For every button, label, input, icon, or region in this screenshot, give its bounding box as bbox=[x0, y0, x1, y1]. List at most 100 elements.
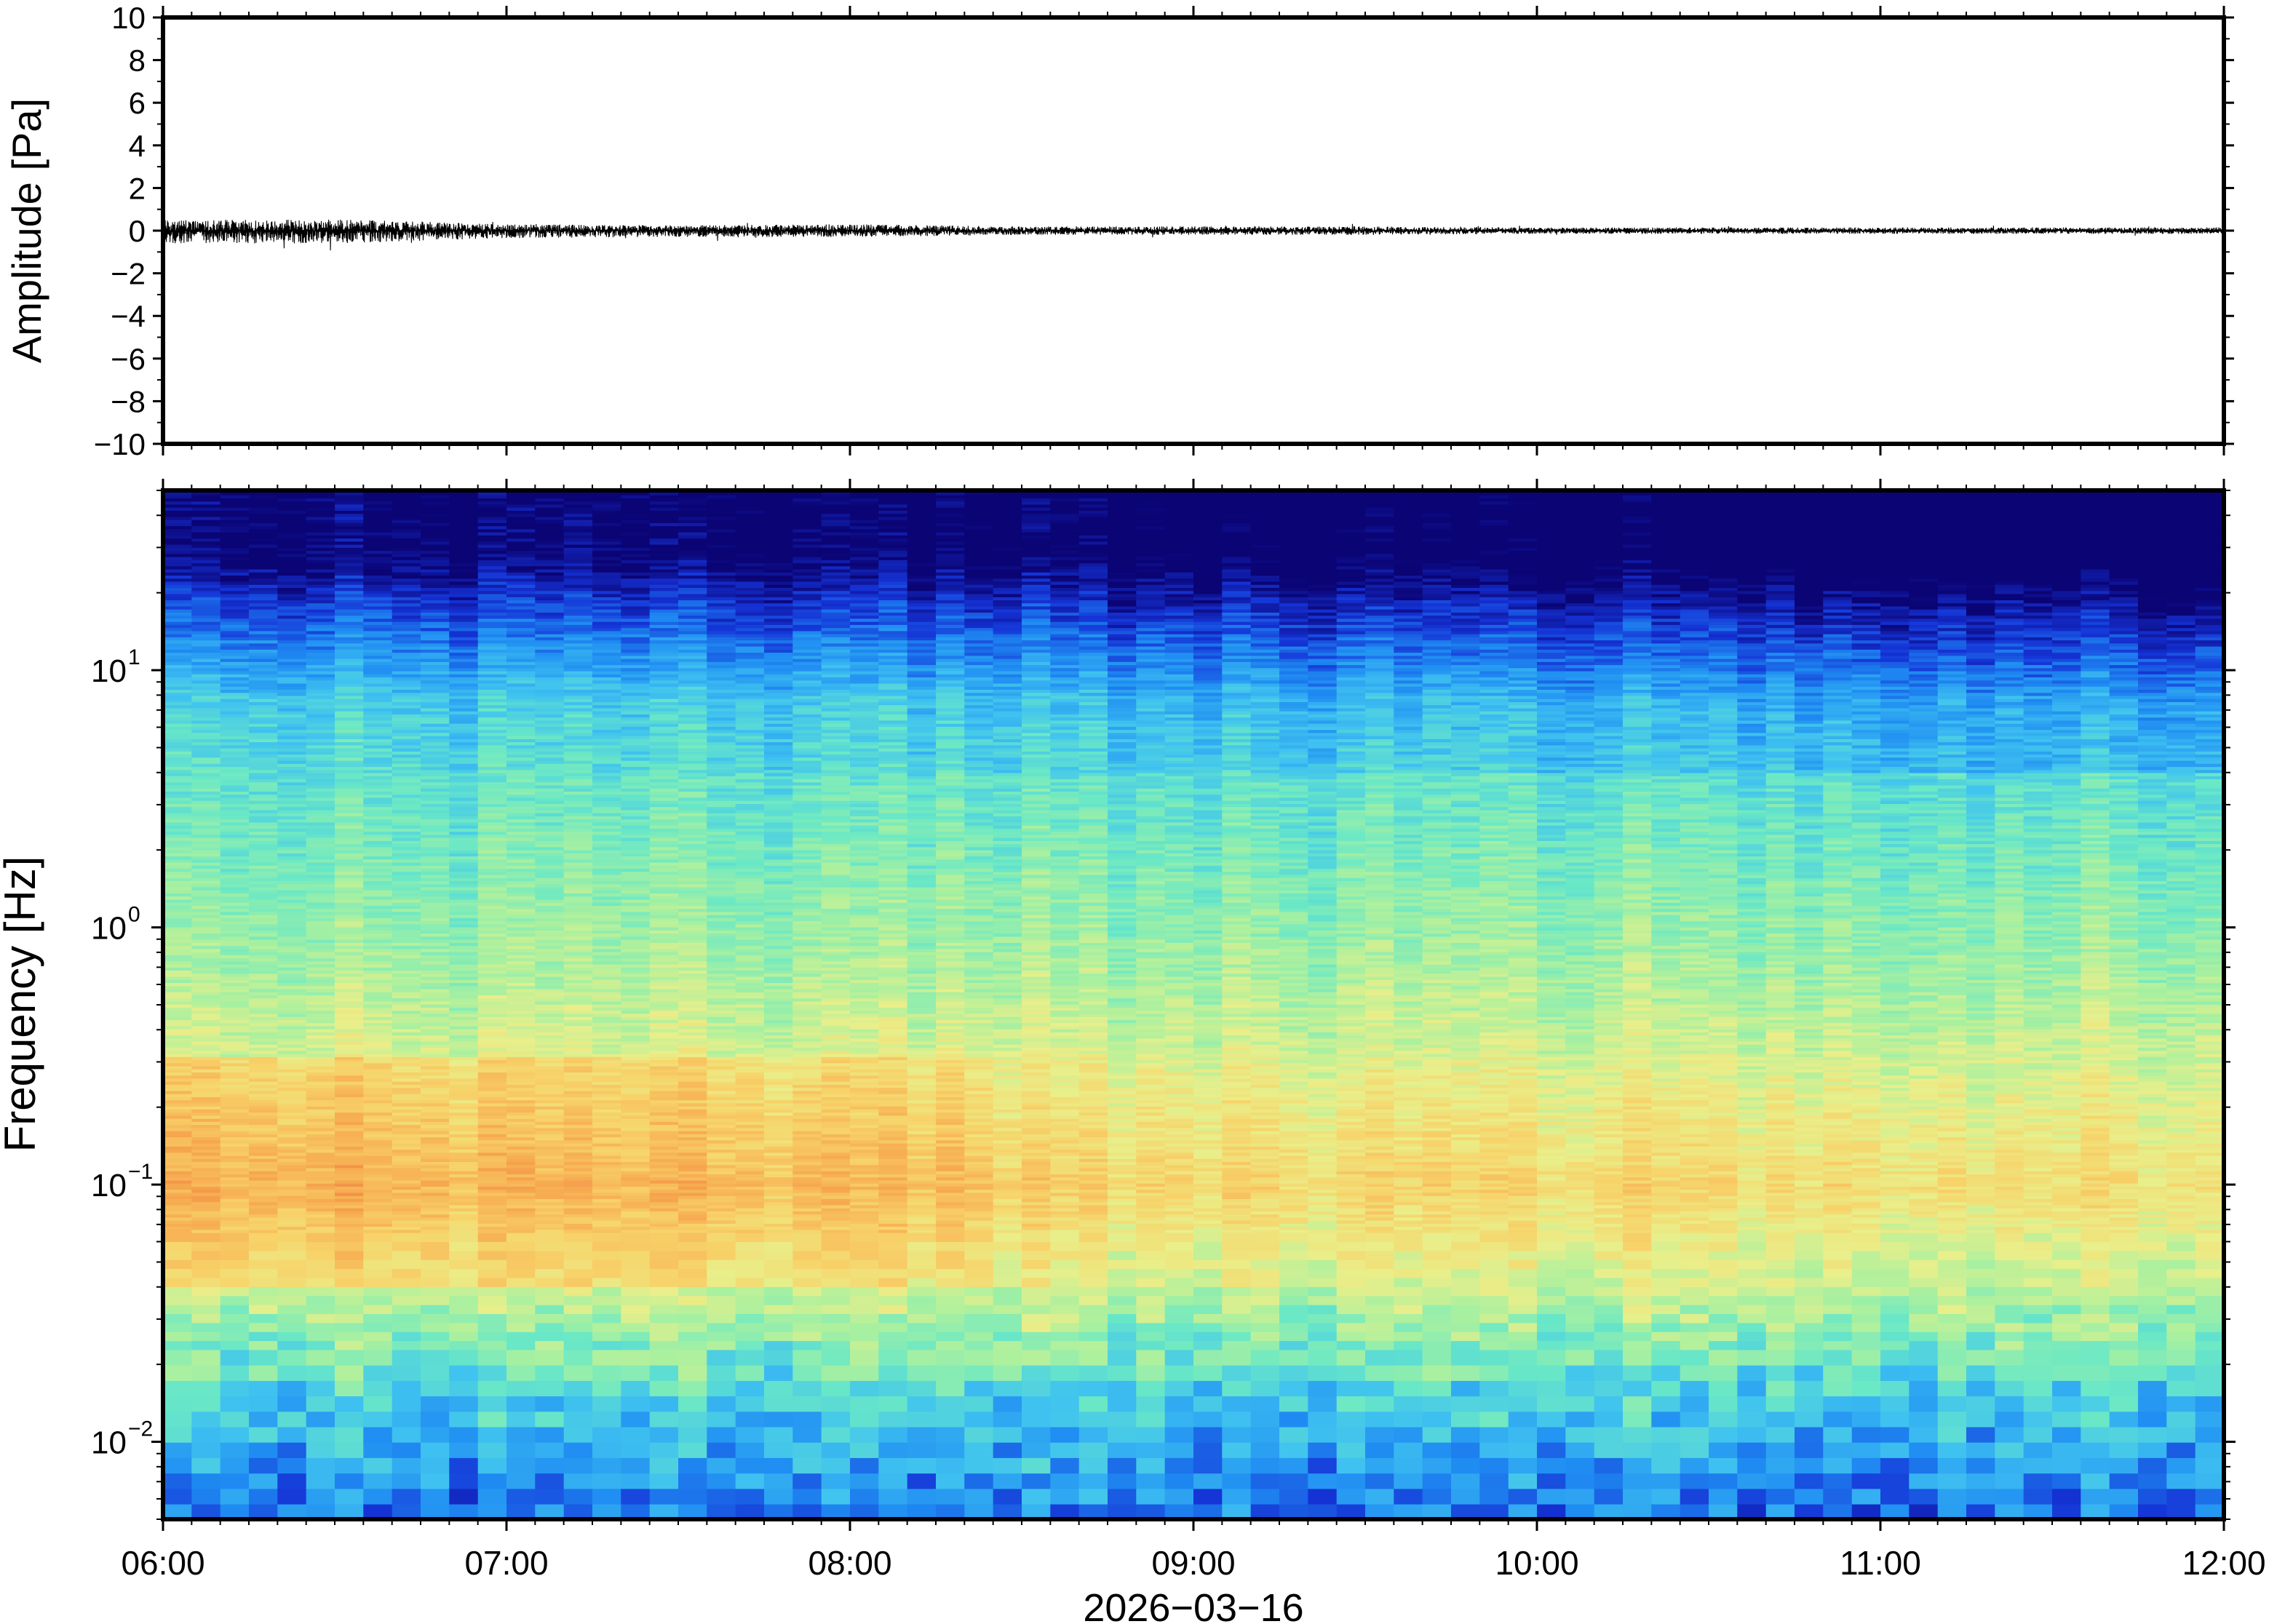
spectrogram-cell bbox=[649, 661, 679, 666]
spectrogram-cell bbox=[477, 988, 507, 992]
spectrogram-cell bbox=[592, 1457, 622, 1474]
spectrogram-cell bbox=[277, 726, 307, 731]
spectrogram-cell bbox=[163, 1174, 193, 1178]
spectrogram-cell bbox=[477, 680, 507, 684]
spectrogram-cell bbox=[392, 692, 421, 696]
spectrogram-cell bbox=[249, 670, 279, 674]
spectrogram-cell bbox=[449, 1084, 479, 1088]
spectrogram-cell bbox=[191, 510, 221, 514]
spectrogram-cell bbox=[392, 698, 421, 702]
spectrogram-cell bbox=[220, 642, 250, 647]
spectrogram-cell bbox=[449, 865, 479, 869]
spectrogram-cell bbox=[535, 1127, 565, 1131]
spectrogram-cell bbox=[621, 661, 651, 666]
waveform-trace bbox=[162, 219, 2225, 251]
spectrogram-cell bbox=[592, 1411, 622, 1428]
spectrogram-cell bbox=[392, 1241, 421, 1251]
spectrogram-cell bbox=[678, 1277, 708, 1287]
spectrogram-cell bbox=[220, 797, 250, 801]
spectrogram-cell bbox=[163, 1171, 193, 1174]
spectrogram-cell bbox=[649, 609, 679, 613]
spectrogram-cell bbox=[563, 951, 593, 955]
spectrogram-cell bbox=[621, 686, 651, 690]
spectrogram-cell bbox=[392, 735, 421, 739]
spectrogram-cell bbox=[421, 1201, 450, 1206]
spectrogram-cell bbox=[506, 637, 536, 641]
spectrogram-cell bbox=[421, 1179, 450, 1184]
spectrogram-cell bbox=[277, 710, 307, 715]
spectrogram-cell bbox=[477, 840, 507, 845]
spectrogram-cell bbox=[191, 788, 221, 792]
spectrogram-cell bbox=[363, 605, 393, 610]
spectrogram-cell bbox=[563, 1380, 593, 1397]
spectrogram-cell bbox=[477, 985, 507, 990]
spectrogram-cell bbox=[220, 1177, 250, 1181]
spectrogram-cell bbox=[649, 624, 679, 629]
spectrogram-cell bbox=[592, 896, 622, 900]
spectrogram-cell bbox=[563, 553, 593, 557]
spectrogram-cell bbox=[621, 967, 651, 971]
spectrogram-cell bbox=[421, 1069, 450, 1072]
spectrogram-cell bbox=[621, 658, 651, 662]
spectrogram-cell bbox=[535, 859, 565, 863]
spectrogram-cell bbox=[306, 535, 335, 539]
spectrogram-cell bbox=[477, 1229, 507, 1233]
spectrogram-cell bbox=[421, 1059, 450, 1064]
spectrogram-cell bbox=[306, 1198, 335, 1203]
spectrogram-cell bbox=[535, 995, 565, 999]
spectrogram-cell bbox=[563, 1304, 593, 1314]
spectrogram-cell bbox=[249, 840, 279, 845]
spectrogram-cell bbox=[220, 1161, 250, 1166]
spectrogram-cell bbox=[506, 856, 536, 860]
spectrogram-cell bbox=[163, 1488, 193, 1505]
spectrogram-cell bbox=[535, 1025, 565, 1030]
spectrogram-cell bbox=[392, 1112, 421, 1116]
spectrogram-cell bbox=[249, 865, 279, 869]
spectrogram-cell bbox=[649, 776, 679, 779]
spectrogram-cell bbox=[649, 781, 679, 786]
spectrogram-cell bbox=[621, 958, 651, 962]
spectrogram-cell bbox=[306, 803, 335, 808]
spectrogram-cell bbox=[535, 948, 565, 952]
spectrogram-cell bbox=[592, 1179, 622, 1184]
spectrogram-cell bbox=[649, 1223, 679, 1227]
spectrogram-cell bbox=[335, 732, 365, 736]
spectrogram-cell bbox=[535, 1019, 565, 1024]
spectrogram-cell bbox=[649, 933, 679, 937]
spectrogram-cell bbox=[649, 914, 679, 918]
spectrogram-cell bbox=[592, 1201, 622, 1206]
spectrogram-cell bbox=[449, 680, 479, 684]
spectrogram-cell bbox=[277, 1158, 307, 1162]
spectrogram-cell bbox=[249, 834, 279, 838]
spectrogram-cell bbox=[592, 701, 622, 706]
spectrogram-cell bbox=[477, 776, 507, 779]
spectrogram-cell bbox=[220, 976, 250, 980]
spectrogram-cell bbox=[535, 846, 565, 851]
spectrogram-cell bbox=[506, 692, 536, 696]
spectrogram-cell bbox=[191, 877, 221, 881]
spectrogram-cell bbox=[306, 859, 335, 863]
spectrogram-cell bbox=[335, 960, 365, 965]
spectrogram-cell bbox=[220, 812, 250, 816]
spectrogram-cell bbox=[220, 1072, 250, 1076]
spectrogram-cell bbox=[220, 1201, 250, 1206]
spectrogram-cell bbox=[277, 760, 307, 764]
spectrogram-cell bbox=[249, 896, 279, 900]
spectrogram-cell bbox=[506, 1219, 536, 1224]
spectrogram-cell bbox=[306, 784, 335, 789]
spectrogram-cell bbox=[335, 612, 365, 616]
spectrogram-cell bbox=[535, 1109, 565, 1113]
spectrogram-cell bbox=[506, 1189, 536, 1193]
spectrogram-cell bbox=[592, 988, 622, 992]
spectrogram-cell bbox=[191, 498, 221, 502]
spectrogram-cell bbox=[277, 1174, 307, 1178]
spectrogram-cell bbox=[335, 1099, 365, 1104]
spectrogram-cell bbox=[563, 1059, 593, 1064]
spectrogram-cell bbox=[249, 988, 279, 992]
spectrogram-cell bbox=[535, 973, 565, 977]
spectrogram-cell bbox=[163, 624, 193, 629]
spectrogram-cell bbox=[649, 951, 679, 955]
spectrogram-cell bbox=[335, 751, 365, 755]
spectrogram-cell bbox=[649, 528, 679, 533]
spectrogram-cell bbox=[449, 890, 479, 893]
